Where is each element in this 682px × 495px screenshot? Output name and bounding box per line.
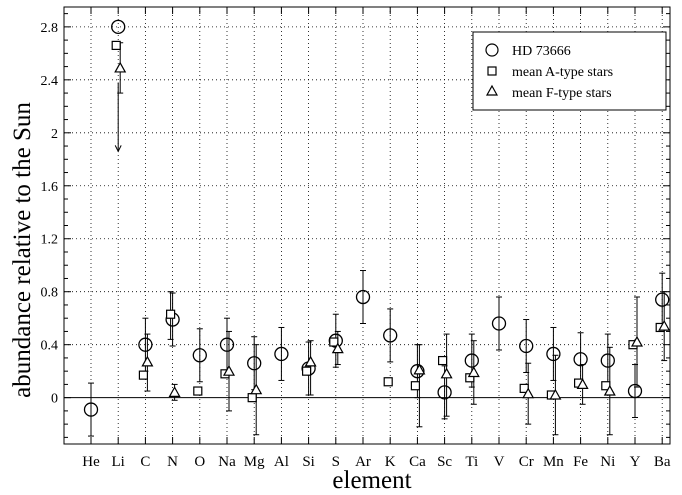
x-tick-label: C [140,454,150,470]
point-hd73666 [491,316,507,331]
point-a-type [138,370,148,380]
point-a-type [410,381,420,391]
point-a-type [302,366,312,376]
y-tick-label: 0.8 [41,286,59,301]
x-tick-label: Mg [244,454,265,470]
annotations [114,82,122,153]
data-markers [83,19,671,417]
point-hd73666 [573,352,588,367]
point-f-type [522,387,535,399]
point-hd73666 [274,346,289,362]
legend-marker-triangle [485,84,499,96]
point-hd73666 [138,337,153,352]
point-hd73666 [111,19,126,35]
point-hd73666 [464,353,479,368]
y-tick-label: 1.6 [41,180,59,195]
y-tick-label: 2 [51,127,58,142]
y-tick-label: 0.4 [41,339,59,354]
y-axis-label: abundance relative to the Sun [9,102,36,398]
point-f-type [331,342,344,354]
x-axis-label: element [332,467,411,494]
point-a-type [166,309,176,319]
point-hd73666 [600,353,615,368]
point-hd73666 [519,338,534,354]
point-f-type [467,366,480,378]
legend-label-a-type: mean A-type stars [512,65,613,80]
point-hd73666 [355,289,371,305]
x-tick-label: N [167,454,178,470]
point-hd73666 [655,292,670,307]
legend: HD 73666 mean A-type stars mean F-type s… [472,31,667,111]
point-hd73666 [83,402,99,417]
x-tick-label: S [332,454,340,470]
x-tick-label: Ni [600,454,615,470]
point-f-type [304,355,317,367]
legend-label-f-type: mean F-type stars [512,86,612,101]
point-f-type [413,363,426,375]
point-hd73666 [192,348,207,363]
x-tick-label: Fe [573,454,588,470]
point-f-type [630,335,644,347]
point-f-type [250,383,263,395]
point-f-type [141,355,154,367]
x-tick-label: Ca [409,454,426,470]
point-f-type [440,367,453,379]
point-hd73666 [546,346,561,362]
y-tick-label: 0 [51,392,58,407]
point-hd73666 [627,383,643,399]
x-tick-label: Ar [355,454,371,470]
point-a-type [329,337,339,347]
x-tick-label: He [82,454,100,470]
point-f-type [603,384,616,396]
axis-ticks [64,7,670,444]
y-tick-label: 2.8 [41,21,59,36]
y-tick-label: 1.2 [41,233,59,248]
point-f-type [168,386,181,397]
y-tick-label: 2.4 [41,74,59,89]
point-hd73666 [247,356,262,371]
x-tick-label: Ba [654,454,671,470]
point-a-type [111,40,121,51]
x-tick-label: Y [630,454,641,470]
legend-box [472,31,667,111]
point-f-type [658,319,671,331]
point-hd73666 [383,328,398,343]
point-a-type [193,386,203,396]
legend-marker-circle [485,43,499,57]
error-bars [88,42,668,437]
legend-marker-square [487,66,497,76]
legend-label-hd73666: HD 73666 [512,44,571,59]
point-f-type [114,61,127,73]
x-tick-label: V [494,454,505,470]
point-a-type [247,393,257,403]
point-a-type [383,377,393,387]
point-f-type [549,388,562,400]
x-tick-label: K [385,454,396,470]
x-tick-labels: He Li C N O Na Mg Al Si S Ar K Ca Sc Ti V Cr Mn Fe Ni Y Ba [82,454,671,470]
x-tick-label: Cr [519,454,534,470]
x-tick-label: Na [218,454,236,470]
x-tick-label: Si [302,454,315,470]
point-f-type [222,364,236,376]
point-f-type [576,378,589,390]
x-tick-label: Sc [437,454,452,470]
x-tick-label: Li [112,454,125,470]
point-hd73666 [219,337,235,352]
y-tick-labels: 2.8 2.4 2 1.6 1.2 0.8 0.4 0 [41,21,59,407]
x-tick-label: O [194,454,205,470]
point-hd73666 [410,364,425,379]
x-tick-label: Al [274,454,289,470]
x-tick-label: Ti [465,454,478,470]
x-tick-label: Mn [543,454,564,470]
point-a-type [438,355,448,366]
point-hd73666 [437,385,452,400]
upper-limit-arrow-head [114,145,122,153]
